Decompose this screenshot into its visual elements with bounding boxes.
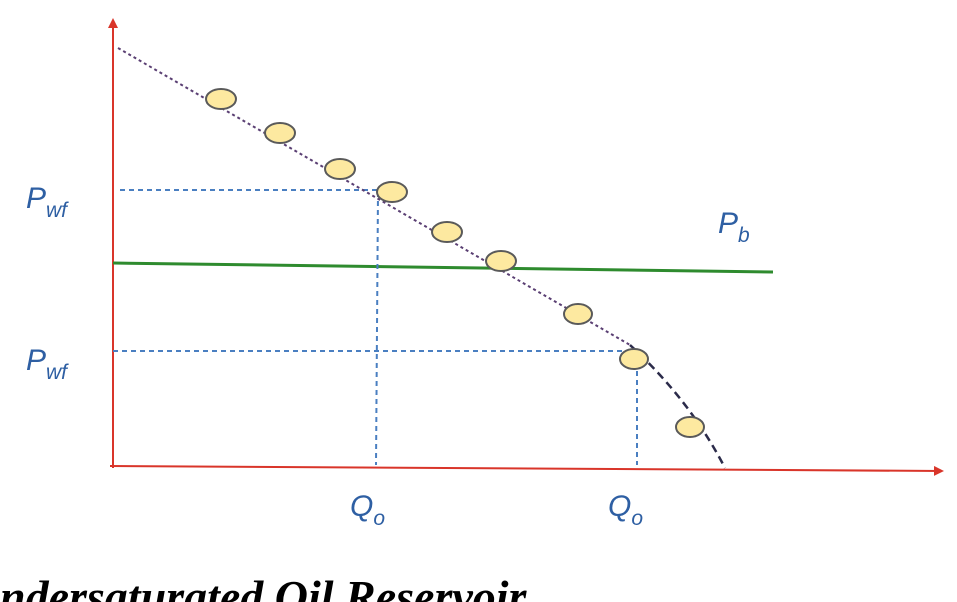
label-main: P — [26, 344, 46, 377]
qo-left-label: Qo — [350, 490, 385, 530]
label-main: P — [26, 182, 46, 215]
test-points — [205, 88, 705, 438]
label-sub: o — [631, 507, 643, 530]
label-main: Q — [608, 490, 631, 523]
label-sub: wf — [46, 199, 69, 222]
label-main: P — [718, 207, 738, 240]
label-main: Q — [350, 490, 373, 523]
x-axis — [109, 465, 944, 476]
guide-lines — [113, 189, 638, 466]
caption: ndersaturated Oil Reservoir — [0, 571, 528, 602]
pwf-upper-label: Pwf — [26, 182, 69, 222]
pb-label: Pb — [718, 207, 750, 247]
linear-ipr — [117, 47, 631, 346]
label-sub: o — [373, 507, 385, 530]
qo-right-label: Qo — [608, 490, 643, 530]
label-sub: b — [738, 224, 750, 247]
bubble-point-line — [112, 261, 774, 274]
pwf-lower-label: Pwf — [26, 344, 69, 384]
label-sub: wf — [46, 361, 69, 384]
